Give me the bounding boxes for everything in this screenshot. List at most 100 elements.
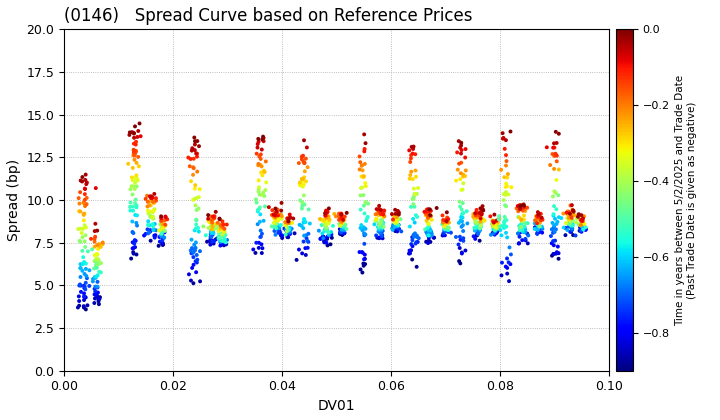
Point	[189, 138, 201, 144]
Point	[144, 193, 156, 200]
Point	[438, 218, 449, 224]
Point	[471, 232, 482, 239]
Y-axis label: Spread (bp): Spread (bp)	[7, 159, 21, 241]
Point	[493, 216, 505, 223]
Point	[92, 289, 104, 296]
Point	[318, 216, 330, 223]
Point	[408, 231, 420, 238]
Point	[145, 227, 156, 234]
Point	[474, 213, 486, 219]
Point	[438, 226, 450, 233]
Point	[355, 266, 366, 273]
Point	[89, 239, 100, 245]
Point	[256, 146, 268, 153]
Point	[128, 140, 140, 147]
Point	[488, 230, 500, 237]
Point	[157, 240, 168, 247]
Point	[79, 244, 91, 250]
Point	[156, 237, 168, 244]
Point	[140, 195, 151, 202]
Point	[410, 239, 422, 246]
Point	[189, 227, 200, 234]
Point	[283, 226, 294, 233]
Point	[188, 165, 199, 171]
Point	[443, 225, 454, 232]
Point	[500, 192, 511, 198]
Point	[456, 214, 467, 220]
Point	[472, 226, 483, 233]
Point	[431, 205, 442, 211]
Point	[423, 220, 434, 227]
Point	[269, 228, 280, 234]
Point	[494, 215, 505, 222]
Point	[359, 232, 370, 239]
Point	[128, 250, 140, 257]
Point	[546, 220, 558, 226]
Point	[441, 218, 452, 224]
Point	[97, 239, 109, 246]
Point	[205, 213, 217, 220]
Point	[336, 210, 347, 217]
Point	[425, 227, 436, 234]
Point	[577, 225, 588, 231]
Point	[274, 213, 286, 220]
Point	[422, 212, 433, 219]
Point	[333, 213, 345, 220]
Point	[500, 184, 512, 190]
Point	[373, 228, 384, 235]
Point	[298, 174, 310, 181]
Point	[319, 226, 330, 233]
Point	[89, 273, 101, 280]
Point	[270, 205, 282, 212]
Point	[187, 171, 199, 178]
Point	[156, 233, 167, 239]
Point	[443, 228, 454, 235]
Point	[550, 150, 562, 157]
Point	[336, 213, 348, 220]
Point	[253, 184, 265, 191]
Point	[535, 210, 546, 217]
Point	[275, 232, 287, 239]
Point	[338, 223, 349, 230]
Point	[410, 151, 421, 158]
Point	[302, 231, 314, 237]
Point	[500, 217, 512, 223]
Point	[140, 231, 151, 237]
Point	[556, 215, 567, 221]
Point	[577, 219, 588, 226]
Point	[377, 211, 389, 218]
Point	[546, 252, 558, 259]
Point	[276, 232, 288, 239]
Point	[356, 162, 368, 169]
Point	[297, 183, 309, 190]
Point	[421, 227, 433, 234]
Point	[97, 241, 109, 247]
Point	[405, 159, 416, 165]
Point	[474, 212, 485, 219]
Point	[361, 218, 372, 224]
Point	[317, 233, 328, 240]
Point	[408, 234, 420, 240]
Point	[130, 123, 141, 130]
Point	[147, 215, 158, 222]
Point	[153, 227, 165, 234]
Point	[573, 221, 585, 228]
Point	[422, 213, 433, 220]
Point	[476, 211, 487, 218]
Point	[438, 223, 450, 230]
Point	[567, 222, 579, 229]
Point	[408, 193, 420, 200]
Point	[323, 217, 335, 224]
Point	[145, 195, 157, 202]
Point	[562, 215, 573, 221]
Point	[577, 218, 588, 225]
Point	[91, 227, 103, 234]
Point	[188, 155, 199, 162]
Point	[487, 220, 499, 227]
Point	[209, 225, 220, 231]
Point	[272, 212, 284, 219]
Point	[475, 215, 487, 222]
Point	[389, 224, 400, 231]
Point	[337, 214, 348, 221]
Point	[454, 234, 466, 240]
